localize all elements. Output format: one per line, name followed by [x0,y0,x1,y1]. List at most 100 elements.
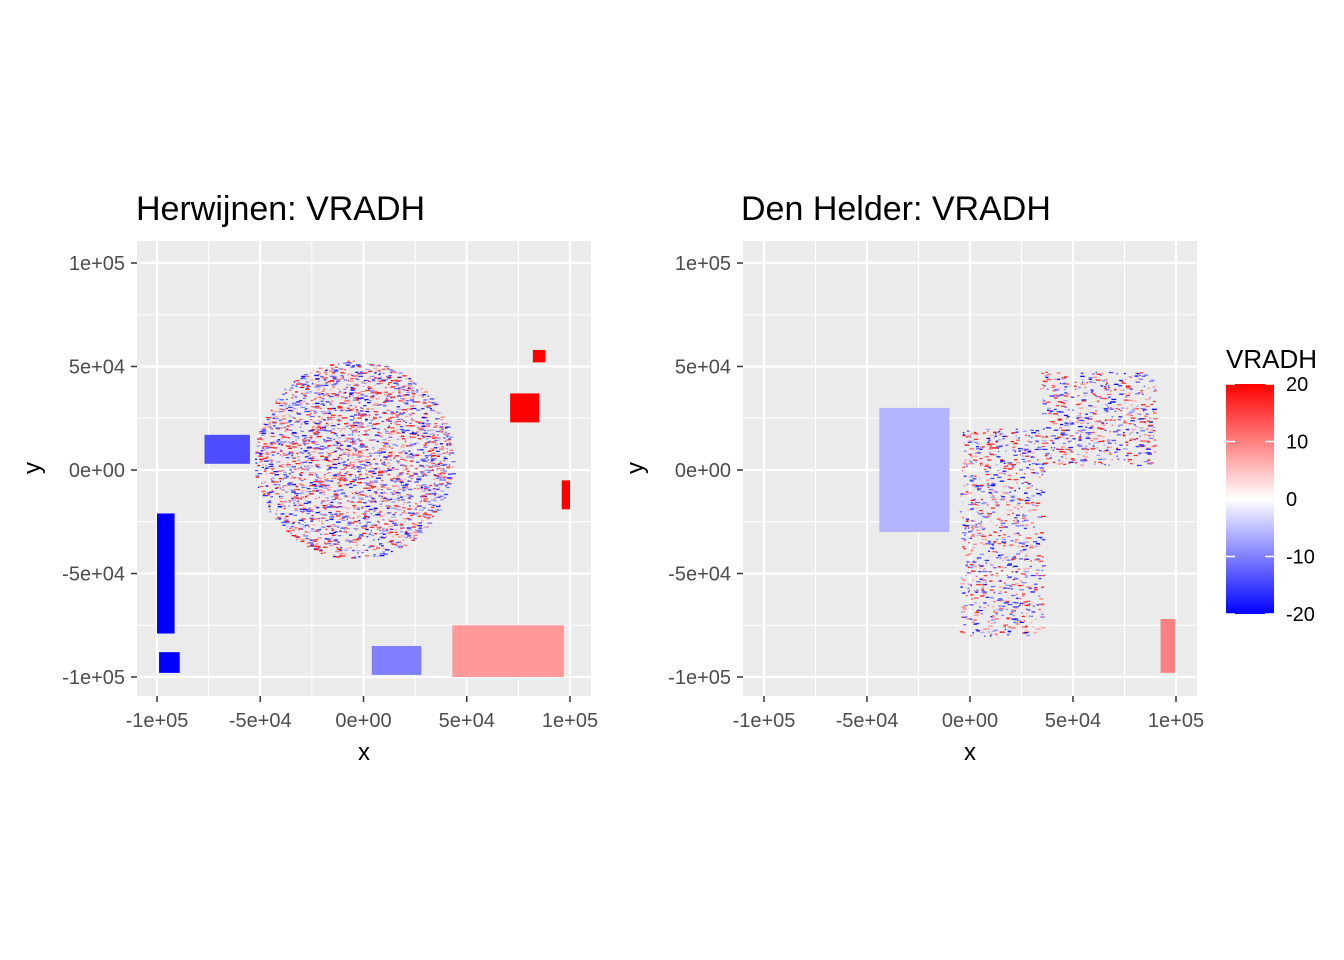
radar-cell [378,527,381,529]
radar-cell [985,562,987,564]
radar-cell [414,443,417,445]
radar-cell [971,503,976,505]
radar-cell [337,489,340,491]
radar-cell [437,412,441,414]
radar-cell [382,451,384,453]
radar-cell [326,465,331,467]
radar-cell [1141,375,1146,377]
radar-cell [1151,462,1154,464]
radar-cell [1003,626,1005,628]
radar-cell [372,423,377,425]
radar-cell [324,372,326,374]
radar-cell [1049,410,1054,412]
radar-cell [434,439,437,442]
radar-cell [275,427,280,429]
y-tick-label: -5e+04 [668,564,731,586]
radar-cell [279,450,283,452]
radar-cell [436,437,441,439]
radar-cell [970,475,973,477]
radar-cell [420,459,425,461]
radar-cell [311,429,316,431]
radar-cell [260,482,264,484]
radar-cell [319,448,325,450]
radar-cell [325,469,329,471]
radar-cell [426,406,431,408]
radar-cell [357,494,361,497]
radar-cell [979,534,982,536]
radar-cell [329,505,334,507]
radar-cell [425,417,428,419]
radar-cell [1152,430,1156,432]
radar-cell [267,492,269,495]
radar-cell [320,533,322,535]
radar-cell [1042,565,1047,567]
radar-cell [1039,532,1045,534]
radar-cell [989,447,995,449]
radar-cell [354,424,358,427]
radar-cell [320,393,324,395]
radar-cell [330,501,334,503]
radar-cell [308,391,313,393]
radar-cell [1054,408,1057,411]
radar-cell [405,531,408,533]
radar-cell [324,394,329,396]
radar-cell [1106,393,1112,396]
radar-cell [421,490,424,493]
radar-cell [402,469,406,471]
radar-cell [1036,472,1039,474]
radar-cell [990,585,996,588]
radar-cell [350,366,355,368]
radar-cell [315,378,320,380]
radar-cell [978,513,983,515]
radar-cell [354,440,356,443]
radar-cell [1056,378,1061,380]
radar-cell [295,404,300,406]
radar-cell [1086,448,1089,451]
radar-cell [401,512,406,514]
radar-cell [1054,378,1057,380]
radar-cell [333,495,337,497]
radar-cell [330,430,333,432]
radar-cell [348,396,351,398]
radar-cell [1014,619,1019,621]
radar-cell [402,518,407,520]
radar-cell [446,483,448,485]
radar-cell [976,534,979,537]
radar-cell [1041,474,1044,476]
radar-cell [1006,465,1009,467]
radar-cell [1055,395,1061,397]
radar-cell [966,465,968,467]
radar-cell [311,465,313,467]
radar-cell [352,442,357,445]
radar-cell [1153,439,1157,441]
radar-cell [1060,432,1065,434]
radar-cell [359,474,361,476]
radar-cell [1009,487,1014,489]
radar-cell [293,504,297,506]
radar-cell [1117,418,1121,421]
radar-cell [384,513,386,516]
radar-cell [1138,392,1141,394]
radar-cell [983,628,987,630]
radar-cell [368,416,371,418]
radar-cell [426,526,429,528]
radar-cell [314,383,317,385]
radar-cell [359,491,365,493]
radar-cell [335,515,341,517]
radar-cell [399,530,404,533]
radar-cell [357,470,361,473]
radar-cell [300,392,303,395]
radar-cell [1042,448,1048,451]
radar-cell [1119,393,1124,395]
radar-cell [279,500,283,503]
radar-cell [976,583,981,586]
radar-cell [292,384,298,386]
radar-cell [977,522,983,525]
radar-cell [407,501,411,504]
radar-cell [968,503,973,506]
radar-cell [337,392,342,394]
radar-cell [368,481,374,484]
radar-cell [347,516,350,518]
radar-cell [362,517,367,519]
radar-cell [323,494,326,496]
